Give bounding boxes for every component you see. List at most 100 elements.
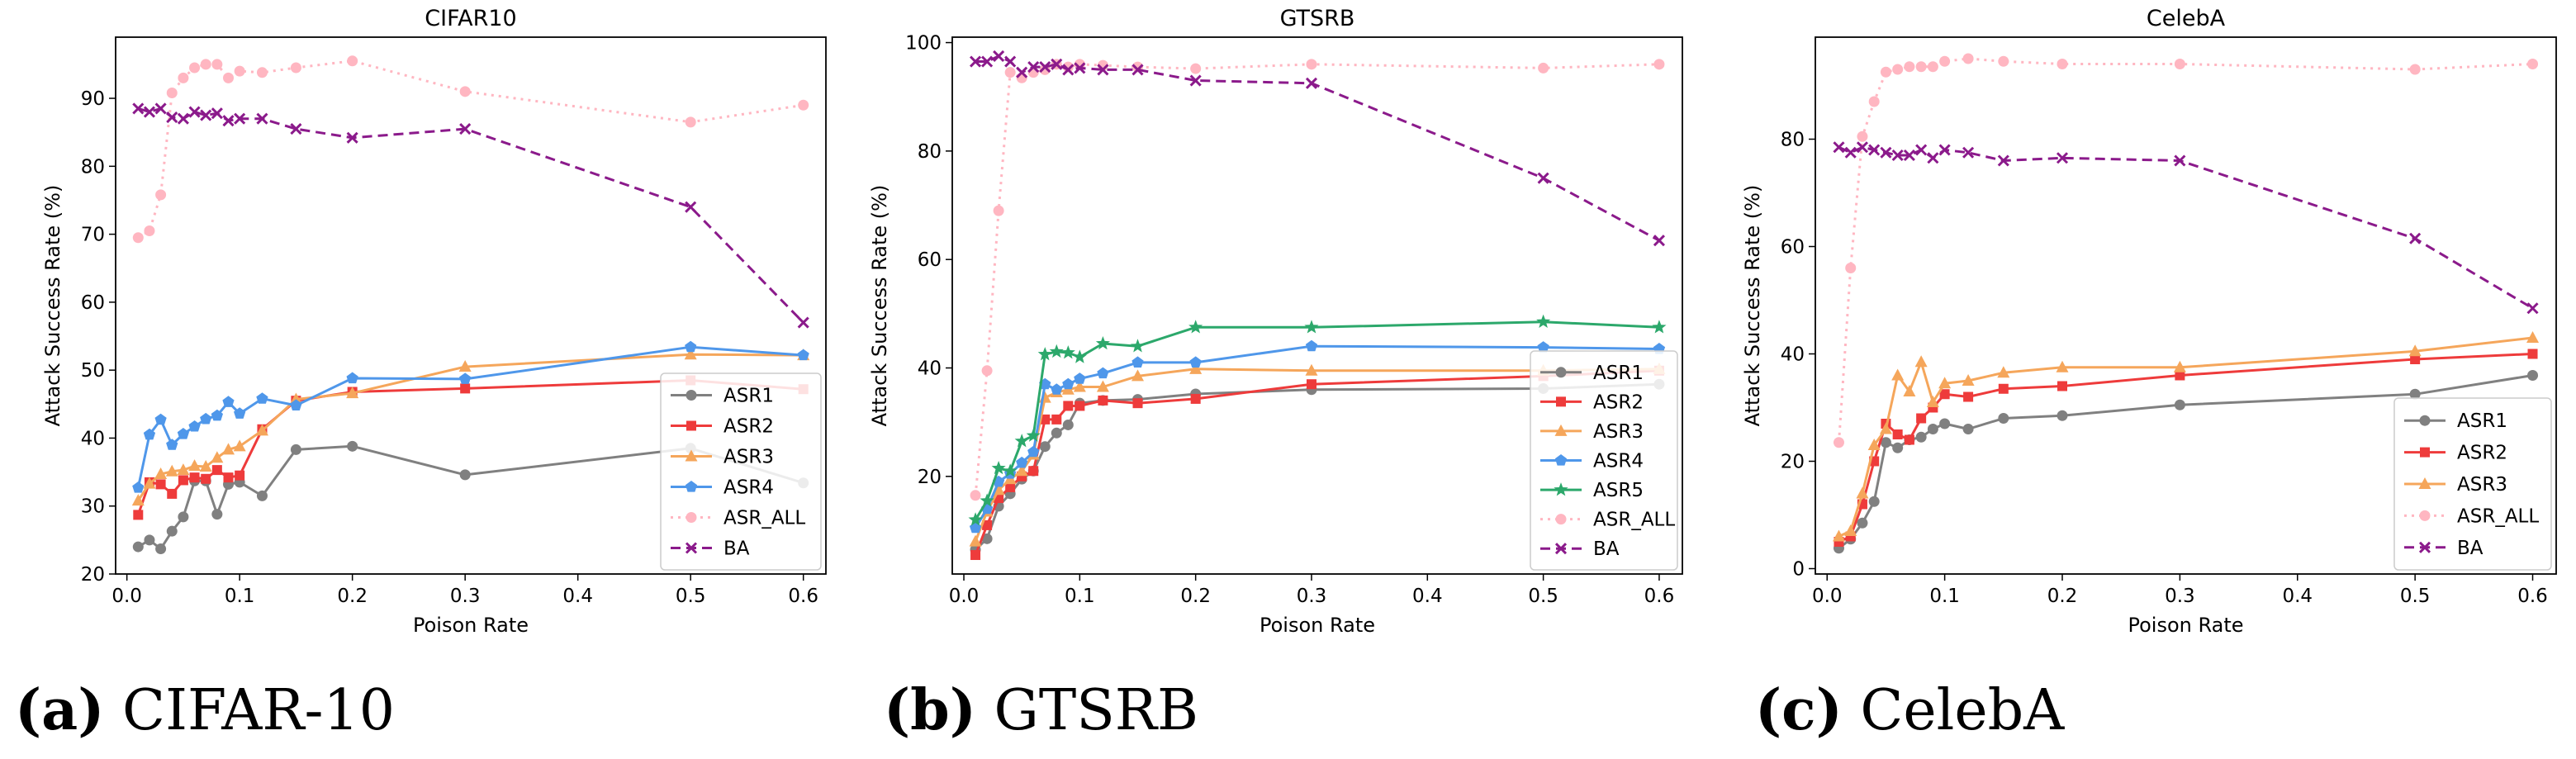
data-point-asr3 xyxy=(1096,380,1109,392)
data-point-asr-all xyxy=(144,225,155,236)
data-point-asr2 xyxy=(1892,429,1903,439)
x-axis-label: Poison Rate xyxy=(413,614,529,637)
series-line-asr2 xyxy=(974,369,1659,556)
data-point-asr4 xyxy=(132,481,145,493)
y-tick-label: 50 xyxy=(81,360,105,382)
data-point-ba xyxy=(132,102,145,115)
axes-frame xyxy=(115,36,827,575)
series-asr3 xyxy=(131,348,810,506)
legend-marker-asr3 xyxy=(2418,477,2431,489)
data-point-ba xyxy=(685,201,697,213)
data-point-asr5 xyxy=(1060,345,1075,359)
data-point-asr2 xyxy=(235,470,245,481)
data-point-asr4 xyxy=(256,392,268,404)
data-point-asr2 xyxy=(1190,393,1201,404)
data-point-asr3 xyxy=(1867,439,1881,450)
x-tick-label: 0.3 xyxy=(2165,586,2195,607)
series-asr4 xyxy=(132,340,809,493)
y-tick-label: 40 xyxy=(81,428,105,449)
data-point-asr5 xyxy=(1072,349,1087,363)
data-point-ba xyxy=(1927,152,1939,164)
data-point-asr4 xyxy=(1097,367,1109,379)
series-asr-all xyxy=(132,55,809,244)
data-point-asr-all xyxy=(1190,63,1202,74)
data-point-asr-all xyxy=(200,59,211,70)
data-point-asr2 xyxy=(155,479,166,490)
series-line-asr-all xyxy=(1838,57,2533,443)
data-point-asr2 xyxy=(167,488,178,499)
data-point-asr3 xyxy=(143,477,156,489)
data-point-asr4 xyxy=(685,340,697,353)
data-point-ba xyxy=(797,316,809,329)
data-point-asr-all xyxy=(1857,130,1868,142)
data-point-asr3 xyxy=(2173,360,2186,372)
data-point-asr4 xyxy=(1016,456,1028,468)
data-point-ba xyxy=(346,131,358,144)
y-tick-label: 20 xyxy=(81,564,105,586)
data-point-asr2 xyxy=(2527,349,2538,359)
legend-label-asr3: ASR3 xyxy=(2457,474,2507,496)
data-point-asr5 xyxy=(1003,463,1018,477)
data-point-ba xyxy=(1915,144,1928,156)
data-point-ba xyxy=(1051,58,1063,70)
data-point-asr1 xyxy=(1857,517,1868,529)
data-point-asr2 xyxy=(1998,383,2009,394)
data-point-asr2 xyxy=(1005,481,1016,492)
data-point-asr4 xyxy=(797,349,809,361)
data-point-asr1 xyxy=(144,534,155,546)
series-line-ba xyxy=(137,107,804,324)
data-point-asr2 xyxy=(1040,414,1051,425)
caption-a-label: (a) xyxy=(15,677,105,743)
y-tick-label: 70 xyxy=(81,225,105,246)
data-point-ba xyxy=(993,50,1005,63)
data-point-ba xyxy=(1027,61,1040,74)
data-point-asr4 xyxy=(1131,356,1144,368)
data-point-asr4 xyxy=(346,372,358,384)
x-axis-label: Poison Rate xyxy=(1260,614,1375,637)
legend-marker-asr-all xyxy=(1555,514,1567,525)
data-point-asr3 xyxy=(1189,362,1203,374)
data-point-asr3 xyxy=(1073,380,1086,392)
x-tick-label: 0.3 xyxy=(450,586,481,607)
data-point-asr3 xyxy=(684,348,697,360)
data-point-asr2 xyxy=(1963,391,1974,402)
series-line-asr4 xyxy=(136,345,804,488)
data-point-ba xyxy=(2174,154,2186,167)
data-point-asr5 xyxy=(1652,320,1667,334)
data-point-ba xyxy=(143,106,156,118)
chart-title: CIFAR10 xyxy=(425,6,516,31)
data-point-asr2 xyxy=(1098,395,1108,406)
data-point-asr1 xyxy=(347,440,358,452)
data-point-asr1 xyxy=(1880,437,1891,448)
x-tick-label: 0.4 xyxy=(562,586,593,607)
data-point-ba xyxy=(2526,302,2539,315)
legend-label-asr3: ASR3 xyxy=(723,447,774,468)
data-point-asr1 xyxy=(981,533,993,544)
data-point-ba xyxy=(1856,141,1869,154)
data-point-ba xyxy=(234,112,246,125)
data-point-asr5 xyxy=(968,512,983,526)
data-point-asr2 xyxy=(2175,370,2185,381)
data-point-ba xyxy=(1039,61,1051,74)
caption-b-label: (b) xyxy=(884,677,976,743)
legend-marker-ba xyxy=(685,542,698,554)
legend-marker-asr3 xyxy=(685,449,698,462)
data-point-asr-all xyxy=(993,205,1004,216)
data-point-ba xyxy=(166,111,178,124)
data-point-asr4 xyxy=(1027,445,1040,458)
data-point-asr-all xyxy=(2409,64,2421,75)
data-point-asr5 xyxy=(1188,320,1203,334)
data-point-asr2 xyxy=(201,473,211,484)
data-point-asr-all xyxy=(178,72,189,83)
data-point-asr1 xyxy=(178,511,189,523)
data-point-asr-all xyxy=(1306,59,1317,70)
caption-b: (b) GTSRB xyxy=(884,677,1198,743)
legend-box xyxy=(660,372,822,571)
data-point-ba xyxy=(1833,141,1845,154)
data-point-asr3 xyxy=(1997,366,2010,378)
data-point-asr-all xyxy=(1904,61,1915,73)
data-point-ba xyxy=(1962,146,1975,159)
data-point-asr-all xyxy=(1915,61,1927,73)
series-line-asr4 xyxy=(974,344,1659,529)
data-point-asr-all xyxy=(347,55,358,67)
